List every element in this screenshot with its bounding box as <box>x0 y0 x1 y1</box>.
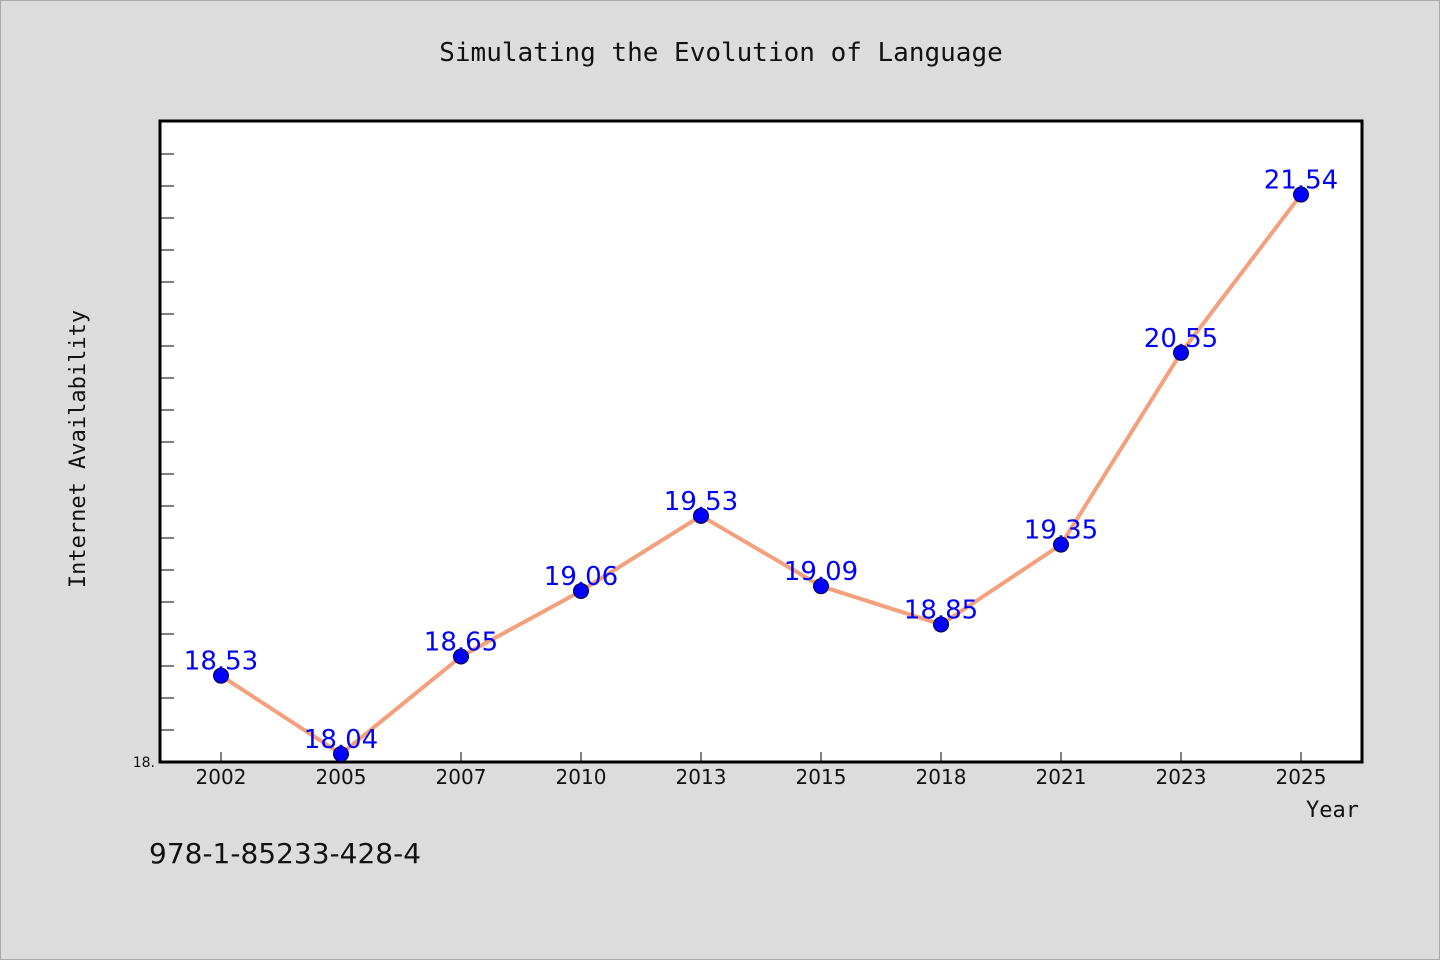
data-point <box>933 616 949 633</box>
data-point <box>453 648 469 665</box>
data-label: 18.53 <box>184 647 258 677</box>
x-tick-label: 2023 <box>1156 765 1207 789</box>
chart-title: Simulating the Evolution of Language <box>439 38 1003 68</box>
data-label: 18.85 <box>904 596 978 626</box>
data-label: 19.06 <box>544 562 618 592</box>
data-label: 19.09 <box>784 557 858 587</box>
data-label: 19.53 <box>664 487 738 517</box>
x-tick-label: 2015 <box>796 765 847 789</box>
isbn-label: 978-1-85233-428-4 <box>149 837 421 870</box>
x-tick-labels: 2002 2005 2007 2010 2013 2015 2018 2021 2023 2025 <box>196 765 1327 789</box>
data-markers <box>213 186 1309 763</box>
data-point <box>1173 344 1189 361</box>
x-tick-label: 2013 <box>676 765 727 789</box>
x-axis-title: Year <box>1306 798 1359 823</box>
data-point <box>693 507 709 524</box>
data-label: 19.35 <box>1024 516 1098 546</box>
data-label: 20.55 <box>1144 324 1218 354</box>
plot-area <box>158 119 1364 764</box>
x-tick-label: 2010 <box>556 765 607 789</box>
y-axis-minor-ticks <box>160 153 174 731</box>
data-point <box>1053 536 1069 553</box>
data-point <box>213 667 229 684</box>
data-label: 18.04 <box>304 725 378 755</box>
x-tick-label: 2025 <box>1276 765 1327 789</box>
x-tick-label: 2021 <box>1036 765 1087 789</box>
x-tick-label: 2018 <box>916 765 967 789</box>
data-point <box>333 746 349 763</box>
x-tick-label: 2005 <box>316 765 367 789</box>
data-label: 18.65 <box>424 627 498 657</box>
x-tick-label: 2002 <box>196 765 247 789</box>
data-label: 21.54 <box>1264 166 1338 196</box>
y-axis-title: Internet Availability <box>66 310 91 588</box>
data-labels: 18.53 18.04 18.65 19.06 19.53 19.09 18.85 19.35… <box>184 166 1338 755</box>
y-tick-label: 18. <box>133 755 155 771</box>
series-line <box>219 193 1303 757</box>
data-point <box>1293 186 1309 203</box>
data-point <box>813 578 829 595</box>
data-point <box>573 582 589 599</box>
x-tick-label: 2007 <box>436 765 487 789</box>
